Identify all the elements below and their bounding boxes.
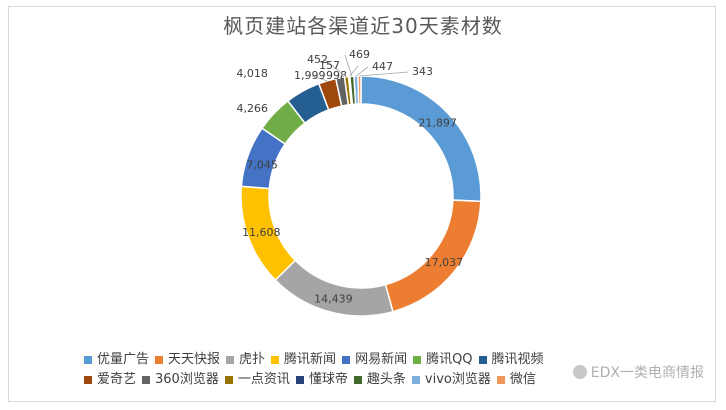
leader-line-10 xyxy=(348,65,359,77)
leader-line-9 xyxy=(324,59,347,78)
legend-swatch xyxy=(142,376,151,384)
legend-label: 优量广告 xyxy=(97,352,150,367)
slice-label-2: 14,439 xyxy=(314,292,353,305)
legend-item: 360浏览器 xyxy=(142,370,219,390)
legend-label: 腾讯QQ xyxy=(426,352,473,367)
leader-line-7 xyxy=(311,75,328,82)
slice-label-1: 17,037 xyxy=(425,256,464,269)
legend-swatch xyxy=(478,356,487,364)
legend-swatch xyxy=(84,356,92,364)
legend-label: vivo浏览器 xyxy=(424,372,491,387)
legend-label: 360浏览器 xyxy=(155,372,219,387)
slice-label-3: 11,608 xyxy=(242,226,281,239)
legend-swatch xyxy=(496,376,505,384)
legend-item: 腾讯QQ xyxy=(413,350,473,370)
legend-swatch xyxy=(224,376,233,384)
slice-label-13: 343 xyxy=(412,65,433,78)
slice-label-7: 1,999 xyxy=(294,69,326,82)
legend-label: 爱奇艺 xyxy=(97,372,137,387)
legend-label: 趣头条 xyxy=(366,372,406,387)
legend-label: 腾讯新闻 xyxy=(284,352,337,367)
legend-swatch xyxy=(226,356,235,364)
watermark: EDX一类电商情报 xyxy=(572,362,704,382)
legend-swatch xyxy=(84,376,92,384)
legend-swatch xyxy=(342,356,351,364)
legend-swatch xyxy=(155,356,164,364)
legend-label: 微信 xyxy=(509,372,536,387)
slice-label-9: 452 xyxy=(307,53,328,66)
legend-label: 一点资讯 xyxy=(237,372,290,387)
leader-line-13 xyxy=(359,71,409,77)
leader-line-12 xyxy=(355,66,369,77)
watermark-text: EDX一类电商情报 xyxy=(590,365,704,381)
wechat-icon xyxy=(572,365,587,379)
legend-swatch xyxy=(271,356,280,364)
legend-item: 网易新闻 xyxy=(342,350,407,370)
slice-label-12: 447 xyxy=(372,60,393,73)
legend-label: 天天快报 xyxy=(168,352,221,367)
slice-label-11: 469 xyxy=(349,48,370,61)
legend-label: 懂球帝 xyxy=(308,372,348,387)
slice-13 xyxy=(357,75,362,105)
legend-swatch xyxy=(353,376,362,384)
legend-item: 趣头条 xyxy=(353,370,406,390)
slice-2 xyxy=(274,259,394,317)
legend-swatch xyxy=(413,356,422,364)
legend-label: 腾讯视频 xyxy=(491,352,544,367)
leader-line-8 xyxy=(339,75,345,79)
legend-item: 腾讯新闻 xyxy=(271,350,336,370)
slice-label-5: 4,266 xyxy=(237,102,269,115)
legend-item: 一点资讯 xyxy=(224,370,290,390)
slice-label-4: 7,045 xyxy=(246,159,278,172)
legend-label: 网易新闻 xyxy=(355,352,408,367)
slice-label-6: 4,018 xyxy=(236,67,268,80)
chart-legend: 优量广告 天天快报 虎扑 腾讯新闻 网易新闻 腾讯QQ 腾讯视频爱奇艺 360浏览器 一点资讯 懂… xyxy=(84,350,724,390)
legend-item: 懂球帝 xyxy=(295,370,348,390)
legend-row: 爱奇艺 360浏览器 一点资讯 懂球帝 趣头条 vivo浏览器 微信 xyxy=(84,370,724,390)
legend-item: 爱奇艺 xyxy=(84,370,136,390)
slice-label-0: 21,897 xyxy=(418,117,457,130)
legend-swatch xyxy=(411,376,420,384)
legend-item: vivo浏览器 xyxy=(411,370,491,390)
legend-item: 腾讯视频 xyxy=(478,350,544,370)
slice-label-10: 157 xyxy=(319,59,340,72)
legend-item: 天天快报 xyxy=(155,350,220,370)
legend-row: 优量广告 天天快报 虎扑 腾讯新闻 网易新闻 腾讯QQ 腾讯视频 xyxy=(84,350,724,370)
legend-swatch xyxy=(295,376,304,384)
slice-0 xyxy=(360,75,482,203)
chart-title: 枫页建站各渠道近30天素材数 xyxy=(223,14,503,38)
legend-label: 虎扑 xyxy=(239,352,266,367)
legend-item: 优量广告 xyxy=(84,350,149,370)
leader-line-11 xyxy=(344,54,353,77)
legend-item: 虎扑 xyxy=(226,350,265,370)
slice-label-8: 998 xyxy=(326,69,347,82)
legend-item: 微信 xyxy=(496,370,536,390)
